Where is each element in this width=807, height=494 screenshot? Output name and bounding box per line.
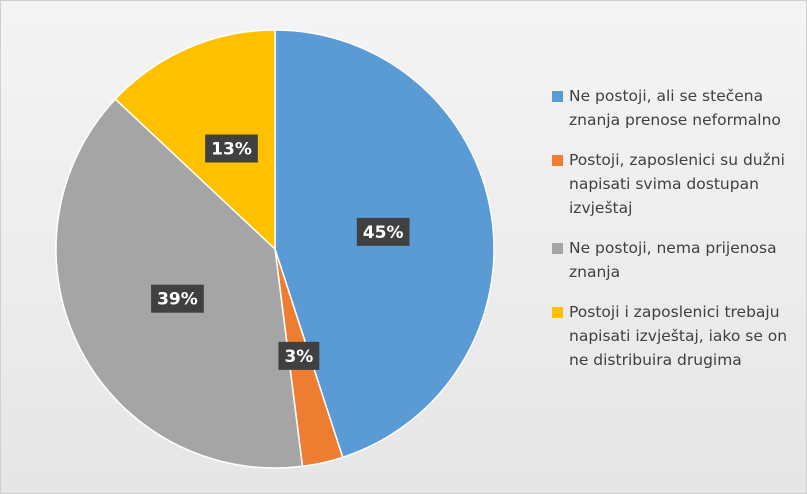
data-label-box xyxy=(151,284,204,313)
legend-label: Postoji, zaposlenici su dužni napisati s… xyxy=(569,151,785,217)
legend: Ne postoji, ali se stečena znanja prenos… xyxy=(552,84,802,388)
legend-item: Postoji i zaposlenici trebaju napisati i… xyxy=(552,300,802,372)
data-label: 45% xyxy=(356,217,410,246)
legend-label: Ne postoji, ali se stečena znanja prenos… xyxy=(569,87,781,129)
legend-item: Ne postoji, nema prijenosa znanja xyxy=(552,236,802,284)
data-label-box xyxy=(278,341,320,370)
legend-item: Postoji, zaposlenici su dužni napisati s… xyxy=(552,148,802,220)
data-label-text: 3% xyxy=(284,347,313,367)
legend-item: Ne postoji, ali se stečena znanja prenos… xyxy=(552,84,802,132)
legend-swatch xyxy=(552,155,563,166)
legend-swatch xyxy=(552,307,563,318)
legend-swatch xyxy=(552,91,563,102)
data-label: 3% xyxy=(278,341,320,370)
data-label-text: 45% xyxy=(363,223,404,243)
data-label: 39% xyxy=(151,284,204,313)
legend-label: Postoji i zaposlenici trebaju napisati i… xyxy=(569,303,788,369)
data-label: 13% xyxy=(205,134,258,163)
data-label-text: 13% xyxy=(211,140,252,160)
legend-label: Ne postoji, nema prijenosa znanja xyxy=(569,239,777,281)
data-label-box xyxy=(356,217,410,246)
pie-slice xyxy=(55,98,304,469)
pie-slice xyxy=(114,29,276,251)
legend-swatch xyxy=(552,243,563,254)
data-label-box xyxy=(205,134,258,163)
data-label-text: 39% xyxy=(157,290,198,310)
